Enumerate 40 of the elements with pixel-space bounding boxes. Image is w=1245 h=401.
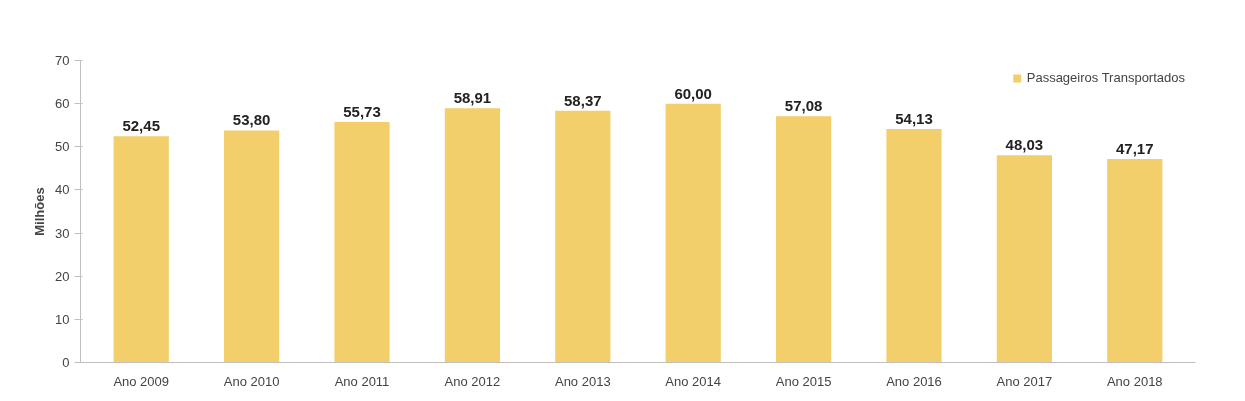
x-tick-label: Ano 2017: [996, 373, 1053, 389]
y-tick-label: 30: [55, 225, 70, 241]
x-tick-label: Ano 2009: [113, 373, 170, 389]
legend-label: Passageiros Transportados: [1026, 70, 1185, 85]
y-tick-label: 20: [55, 268, 70, 284]
y-axis-title: Milhões: [32, 187, 48, 236]
text: 57,08: [784, 97, 823, 115]
bar: [224, 130, 280, 363]
x-tick-label: Ano 2012: [444, 373, 501, 389]
text: 58,91: [453, 89, 492, 107]
x-tick-label: Ano 2011: [334, 373, 390, 389]
x-tick-label: Ano 2013: [554, 373, 611, 389]
bar: [444, 108, 500, 363]
y-tick-label: 70: [55, 53, 70, 68]
x-tick-label: Ano 2010: [223, 373, 280, 389]
bar: [776, 116, 832, 363]
x-tick-label: Ano 2014: [665, 373, 722, 389]
text: 52,45: [122, 117, 160, 135]
text: 54,13: [895, 109, 933, 127]
text: 53,80: [232, 111, 271, 129]
x-tick-label: Ano 2015: [775, 373, 832, 389]
y-tick-label: 60: [55, 96, 70, 112]
text: 47,17: [1116, 140, 1154, 157]
y-tick-label: 0: [62, 355, 70, 370]
text: 55,73: [343, 103, 381, 121]
text: 48,03: [1005, 136, 1044, 154]
bar: [113, 136, 169, 363]
bar: [1107, 159, 1163, 363]
text: 60,00: [674, 84, 712, 102]
y-tick-label: 10: [55, 311, 70, 327]
bar: [555, 110, 611, 363]
x-tick-label: Ano 2018: [1106, 373, 1163, 389]
bar: [886, 128, 942, 363]
x-tick-label: Ano 2016: [886, 373, 942, 389]
y-tick-label: 50: [55, 139, 70, 155]
bar: [665, 103, 721, 363]
bar: [334, 122, 390, 363]
bar: [996, 155, 1052, 363]
y-tick-label: 40: [55, 182, 70, 198]
text: 58,37: [564, 91, 602, 109]
